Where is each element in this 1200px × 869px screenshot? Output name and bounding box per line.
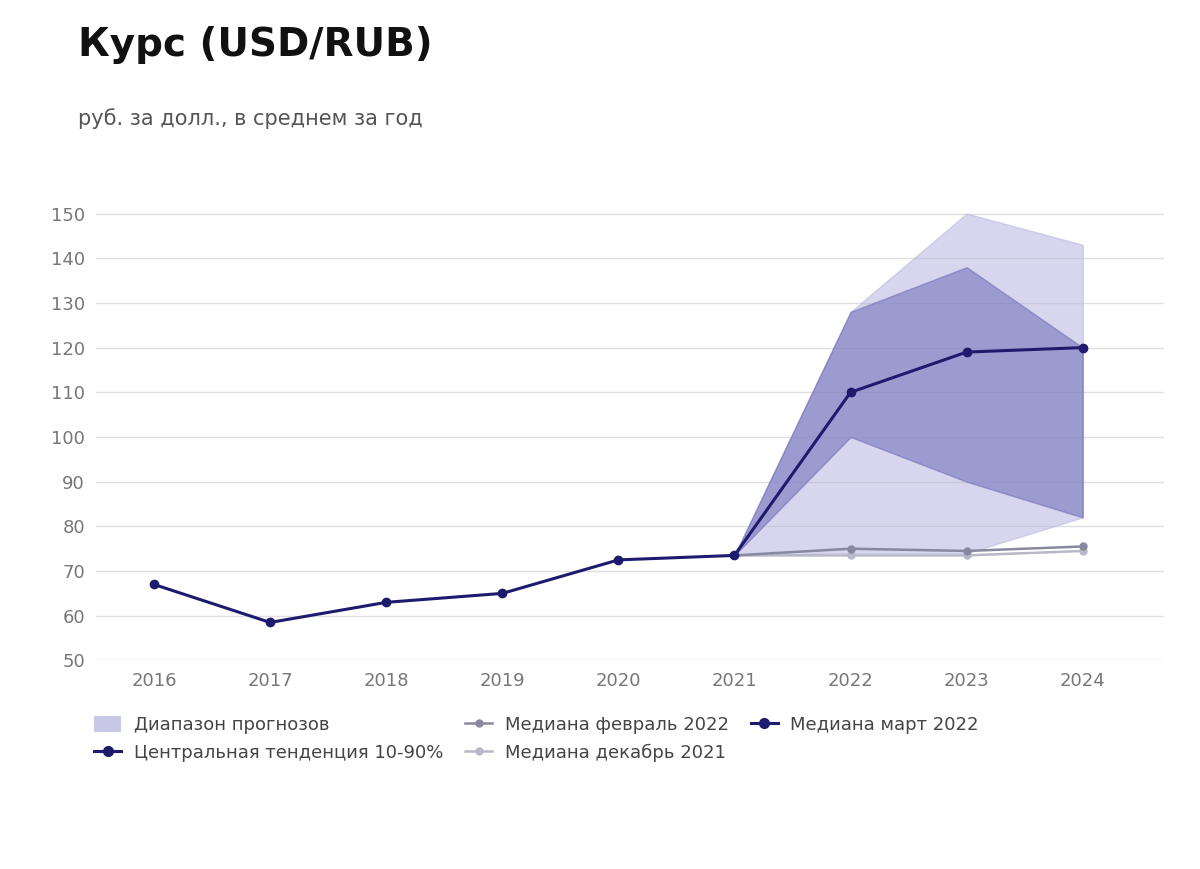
Text: Курс (USD/RUB): Курс (USD/RUB) [78,26,433,64]
Legend: Диапазон прогнозов, Центральная тенденция 10-90%, Медиана февраль 2022, Медиана : Диапазон прогнозов, Центральная тенденци… [95,716,979,762]
Text: руб. за долл., в среднем за год: руб. за долл., в среднем за год [78,109,422,129]
